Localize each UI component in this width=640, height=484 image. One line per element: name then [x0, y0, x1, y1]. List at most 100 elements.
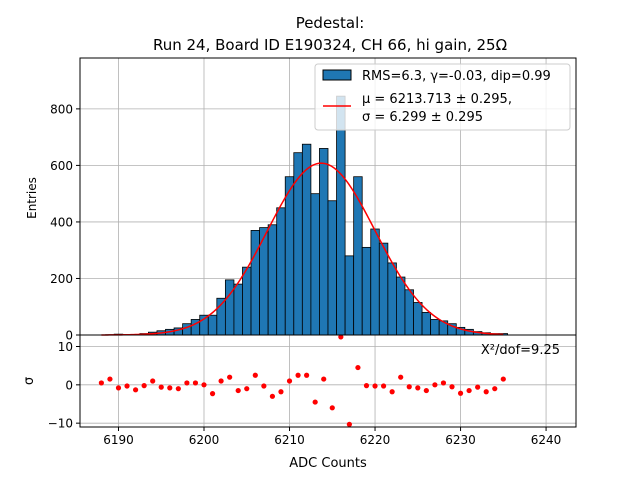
residual-point — [330, 405, 335, 410]
residual-point — [432, 382, 437, 387]
residual-point — [355, 365, 360, 370]
histogram-bar — [431, 319, 440, 335]
residual-y-tick-label: −10 — [48, 417, 73, 431]
residual-point — [99, 380, 104, 385]
x-axis-label: ADC Counts — [289, 456, 367, 471]
histogram-bar — [208, 315, 217, 335]
residual-point — [407, 384, 412, 389]
histogram-bar — [277, 208, 286, 335]
residual-point — [381, 383, 386, 388]
residual-point — [193, 380, 198, 385]
residual-point — [398, 375, 403, 380]
residual-point — [167, 385, 172, 390]
residual-point — [227, 375, 232, 380]
residual-points — [99, 334, 506, 427]
x-tick-label: 6230 — [445, 433, 476, 447]
residual-point — [501, 376, 506, 381]
histogram-bar — [396, 277, 405, 335]
residual-point — [304, 373, 309, 378]
residual-y-tick-label: 0 — [65, 378, 73, 392]
histogram-bar — [234, 284, 243, 335]
histogram-bar — [422, 312, 431, 335]
histogram-bar — [388, 263, 397, 335]
histogram-bar — [414, 302, 423, 335]
histogram-bar — [311, 194, 320, 335]
histogram-y-tick-label: 400 — [50, 215, 73, 229]
residual-point — [492, 386, 497, 391]
residual-point — [278, 389, 283, 394]
residual-point — [441, 380, 446, 385]
residual-point — [372, 383, 377, 388]
residual-point — [424, 388, 429, 393]
histogram-bar — [337, 96, 346, 335]
residual-point — [244, 386, 249, 391]
histogram-bar — [242, 267, 251, 335]
histogram-y-axis-label: Entries — [25, 177, 39, 219]
x-tick-label: 6220 — [360, 433, 391, 447]
histogram-y-tick-label: 600 — [50, 159, 73, 173]
x-tick-label: 6240 — [531, 433, 562, 447]
histogram-bar — [319, 148, 328, 335]
residual-point — [159, 385, 164, 390]
legend-histogram-label: RMS=6.3, γ=-0.03, dip=0.99 — [362, 69, 551, 84]
histogram-bar — [225, 280, 234, 335]
residual-point — [313, 399, 318, 404]
x-tick-label: 6200 — [189, 433, 220, 447]
residual-point — [210, 391, 215, 396]
residual-point — [364, 383, 369, 388]
residual-point — [133, 387, 138, 392]
histogram-bar — [371, 229, 380, 335]
histogram-y-tick-label: 800 — [50, 102, 73, 116]
residual-point — [390, 389, 395, 394]
histogram-bar — [294, 153, 303, 335]
chart-title-line1: Pedestal: — [296, 14, 365, 32]
residual-point — [107, 376, 112, 381]
residual-x-ticks: 6190 6200 6210 6220 6230 6240 — [103, 427, 561, 447]
residual-point — [142, 383, 147, 388]
residual-y-ticks: −10 0 10 — [48, 340, 80, 431]
histogram-bar — [268, 225, 277, 335]
residual-point — [321, 376, 326, 381]
residual-point — [184, 380, 189, 385]
residual-point — [219, 378, 224, 383]
histogram-bar — [251, 230, 260, 335]
residual-point — [150, 378, 155, 383]
residual-point — [116, 385, 121, 390]
histogram-bar — [354, 177, 363, 335]
legend-fit-label-line1: μ = 6213.713 ± 0.295, — [362, 92, 512, 107]
residual-annotation: X²/dof=9.25 — [481, 343, 560, 358]
histogram-bar — [285, 177, 294, 335]
histogram-bar — [328, 201, 337, 335]
residual-point — [415, 385, 420, 390]
residual-point — [449, 384, 454, 389]
histogram-bar — [183, 324, 192, 335]
x-tick-label: 6210 — [274, 433, 305, 447]
legend-fit-label-line2: σ = 6.299 ± 0.295 — [362, 110, 483, 125]
histogram-bar — [405, 290, 414, 335]
residual-point — [467, 388, 472, 393]
residual-y-tick-label: 10 — [58, 340, 73, 354]
histogram-bars — [106, 96, 508, 335]
residual-point — [261, 383, 266, 388]
histogram-bar — [362, 247, 371, 335]
histogram-y-tick-label: 200 — [50, 272, 73, 286]
residual-point — [176, 386, 181, 391]
chart-title-line2: Run 24, Board ID E190324, CH 66, hi gain… — [153, 36, 507, 54]
residual-point — [236, 388, 241, 393]
x-tick-label: 6190 — [103, 433, 134, 447]
residual-point — [201, 382, 206, 387]
residual-point — [270, 394, 275, 399]
residual-point — [347, 422, 352, 427]
residual-point — [287, 378, 292, 383]
residual-point — [484, 389, 489, 394]
residual-point — [253, 373, 258, 378]
histogram-bar — [379, 243, 388, 335]
residual-point — [475, 385, 480, 390]
histogram-bar — [345, 256, 354, 335]
residual-point — [124, 383, 129, 388]
residual-point — [295, 373, 300, 378]
residual-y-axis-label: σ — [22, 377, 37, 385]
